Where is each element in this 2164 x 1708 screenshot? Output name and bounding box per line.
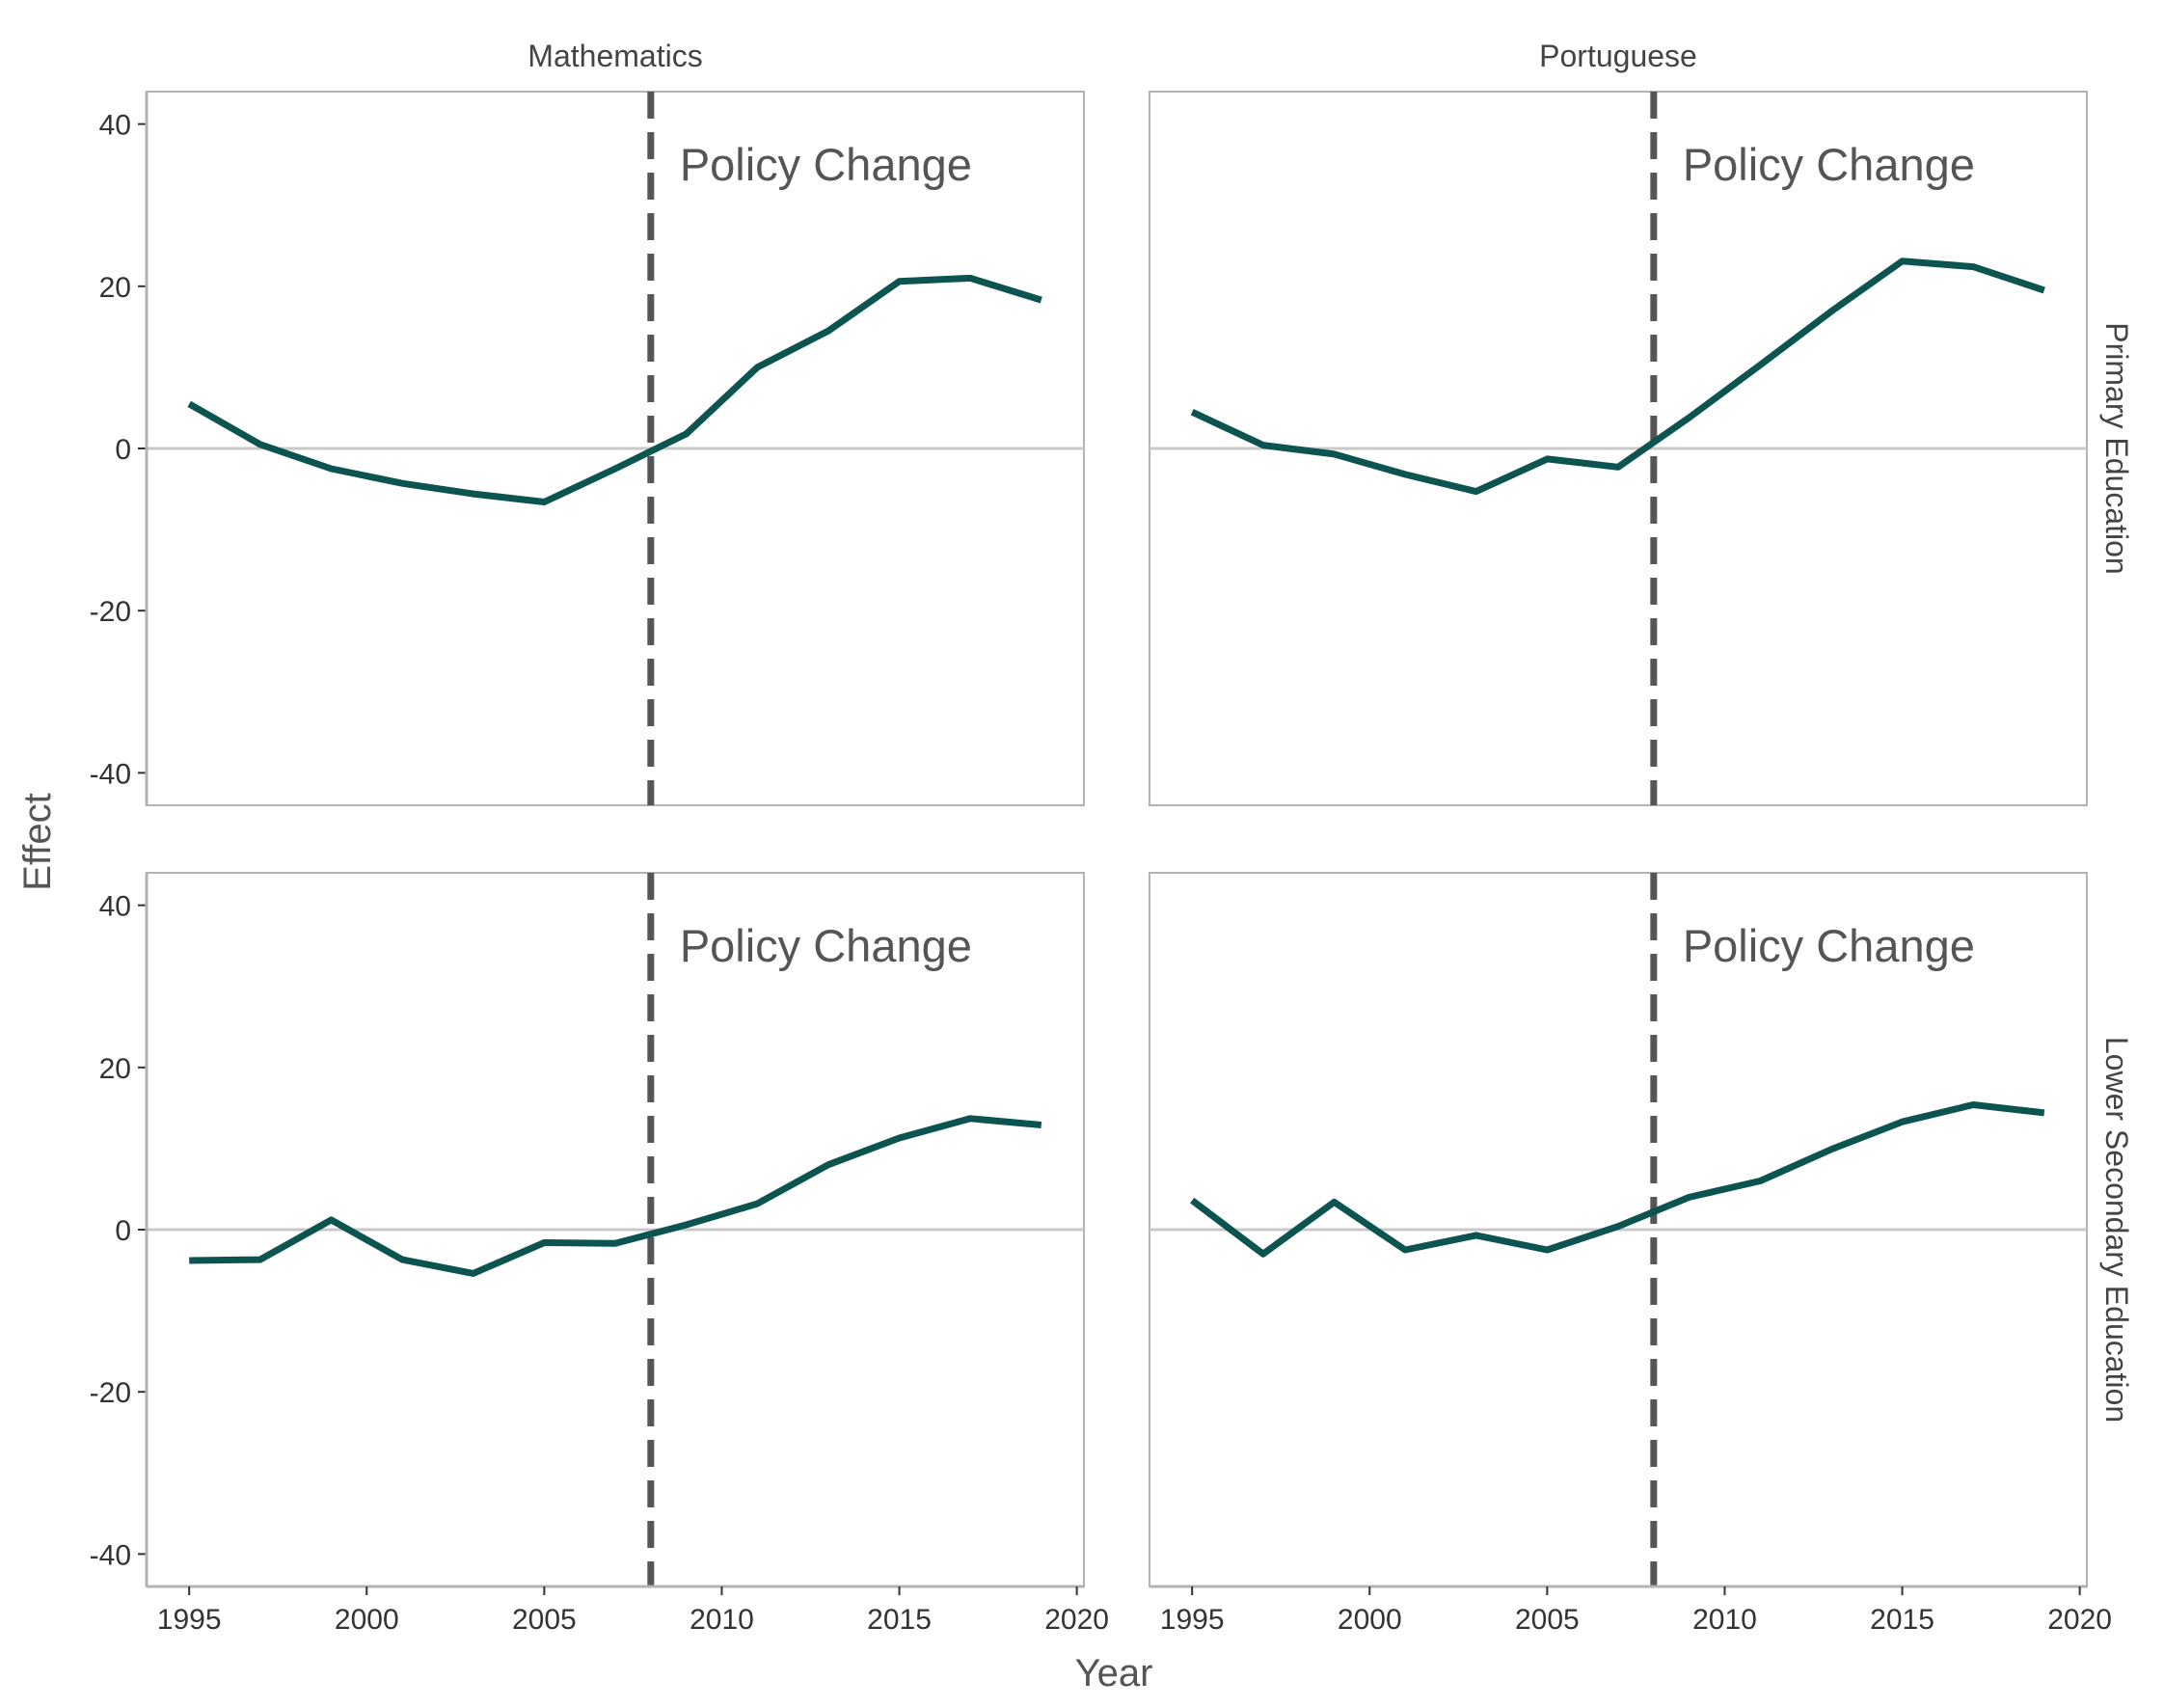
y-tick-label: 0 xyxy=(115,434,131,466)
x-tick-label: 2010 xyxy=(1692,1604,1757,1636)
x-tick-label: 2010 xyxy=(690,1604,754,1636)
x-tick-label: 2015 xyxy=(1870,1604,1934,1636)
x-tick-label: 2005 xyxy=(1515,1604,1580,1636)
y-tick-label: -20 xyxy=(90,1377,131,1409)
panel-mathematics-primary-education: Policy Change xyxy=(146,91,1085,806)
x-tick-label: 2000 xyxy=(335,1604,399,1636)
x-tick-label: 2000 xyxy=(1338,1604,1402,1636)
policy-change-label: Policy Change xyxy=(680,139,972,190)
x-axis-title: Year xyxy=(1075,1652,1153,1694)
column-strip-portuguese: Portuguese xyxy=(1539,39,1697,73)
column-strip-mathematics: Mathematics xyxy=(527,39,702,73)
panel-portuguese-lower-secondary-education: Policy Change xyxy=(1149,872,2088,1587)
row-strip-lower-secondary-education: Lower Secondary Education xyxy=(2099,1037,2134,1423)
x-tick-label: 2015 xyxy=(867,1604,932,1636)
y-tick-label: 20 xyxy=(99,1053,131,1085)
y-tick-label: 40 xyxy=(99,110,131,142)
x-tick-label: 2020 xyxy=(2047,1604,2112,1636)
x-tick-label: 1995 xyxy=(157,1604,222,1636)
policy-change-label: Policy Change xyxy=(1683,920,1975,971)
y-tick-label: -20 xyxy=(90,596,131,628)
y-axis-title: Effect xyxy=(16,793,59,891)
y-tick-label: -40 xyxy=(90,758,131,790)
y-tick-label: -40 xyxy=(90,1539,131,1571)
panel-mathematics-lower-secondary-education: Policy Change xyxy=(146,872,1085,1587)
x-tick-label: 1995 xyxy=(1160,1604,1225,1636)
y-tick-label: 0 xyxy=(115,1215,131,1247)
x-tick-label: 2005 xyxy=(512,1604,577,1636)
x-tick-label: 2020 xyxy=(1044,1604,1109,1636)
y-tick-label: 20 xyxy=(99,272,131,304)
panel-portuguese-primary-education: Policy Change xyxy=(1149,91,2088,806)
row-strip-primary-education: Primary Education xyxy=(2099,322,2134,574)
policy-change-label: Policy Change xyxy=(1683,139,1975,190)
y-tick-label: 40 xyxy=(99,891,131,923)
policy-change-label: Policy Change xyxy=(680,920,972,971)
